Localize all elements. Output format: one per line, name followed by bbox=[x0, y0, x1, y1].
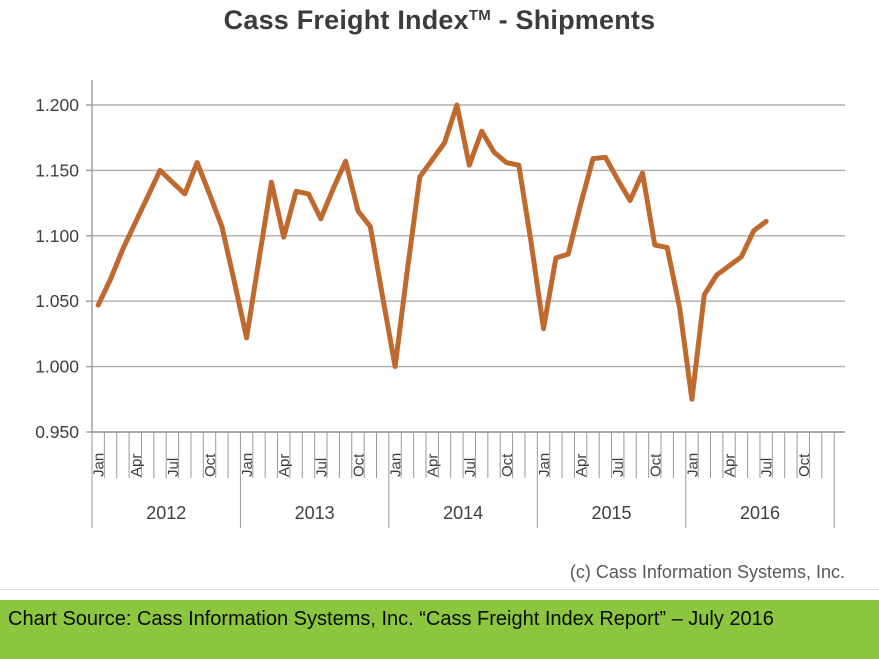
trademark-superscript: TM bbox=[468, 7, 491, 24]
month-label: Jul bbox=[759, 458, 776, 477]
month-label: Jan bbox=[239, 453, 256, 477]
month-label: Jul bbox=[313, 458, 330, 477]
y-axis-label: 1.100 bbox=[35, 226, 79, 246]
month-label: Jan bbox=[91, 453, 108, 477]
shipments-line bbox=[95, 102, 769, 402]
month-label: Jan bbox=[684, 453, 701, 477]
freight-chart: 1.200 1.150 1.100 1.050 1.000 0.950 Jan Apr Jul O… bbox=[35, 80, 845, 528]
y-axis-label: 1.000 bbox=[35, 357, 79, 377]
source-banner: Chart Source: Cass Information Systems, … bbox=[0, 600, 879, 659]
y-axis-label: 0.950 bbox=[35, 422, 79, 442]
y-axis-label: 1.050 bbox=[35, 291, 79, 311]
chart-title: Cass Freight IndexTM - Shipments bbox=[0, 5, 879, 36]
month-label: Apr bbox=[573, 454, 590, 477]
month-label: Jul bbox=[165, 458, 182, 477]
month-label: Jul bbox=[462, 458, 479, 477]
chart-title-main: Cass Freight Index bbox=[223, 5, 469, 35]
month-label: Apr bbox=[276, 454, 293, 477]
month-label: Oct bbox=[796, 453, 813, 477]
month-label: Apr bbox=[425, 454, 442, 477]
copyright-text: (c) Cass Information Systems, Inc. bbox=[569, 562, 845, 582]
chart-title-suffix: - Shipments bbox=[490, 5, 656, 35]
year-label: 2014 bbox=[443, 503, 483, 523]
year-label: 2016 bbox=[740, 503, 780, 523]
month-label: Jan bbox=[536, 453, 553, 477]
year-label: 2013 bbox=[295, 503, 335, 523]
month-label: Oct bbox=[499, 453, 516, 477]
month-label: Oct bbox=[202, 453, 219, 477]
chart-bottom-divider bbox=[0, 589, 879, 590]
month-label: Apr bbox=[128, 454, 145, 477]
month-label: Oct bbox=[647, 453, 664, 477]
month-label: Jul bbox=[610, 458, 627, 477]
month-label: Oct bbox=[350, 453, 367, 477]
freight-chart-container: 1.200 1.150 1.100 1.050 1.000 0.950 Jan Apr Jul O… bbox=[35, 80, 845, 528]
month-label: Apr bbox=[722, 454, 739, 477]
y-axis-label: 1.150 bbox=[35, 160, 79, 180]
source-banner-text: Chart Source: Cass Information Systems, … bbox=[8, 608, 774, 630]
month-label: Jan bbox=[388, 453, 405, 477]
year-label: 2012 bbox=[146, 503, 186, 523]
year-label: 2015 bbox=[592, 503, 632, 523]
y-axis-label: 1.200 bbox=[35, 95, 79, 115]
